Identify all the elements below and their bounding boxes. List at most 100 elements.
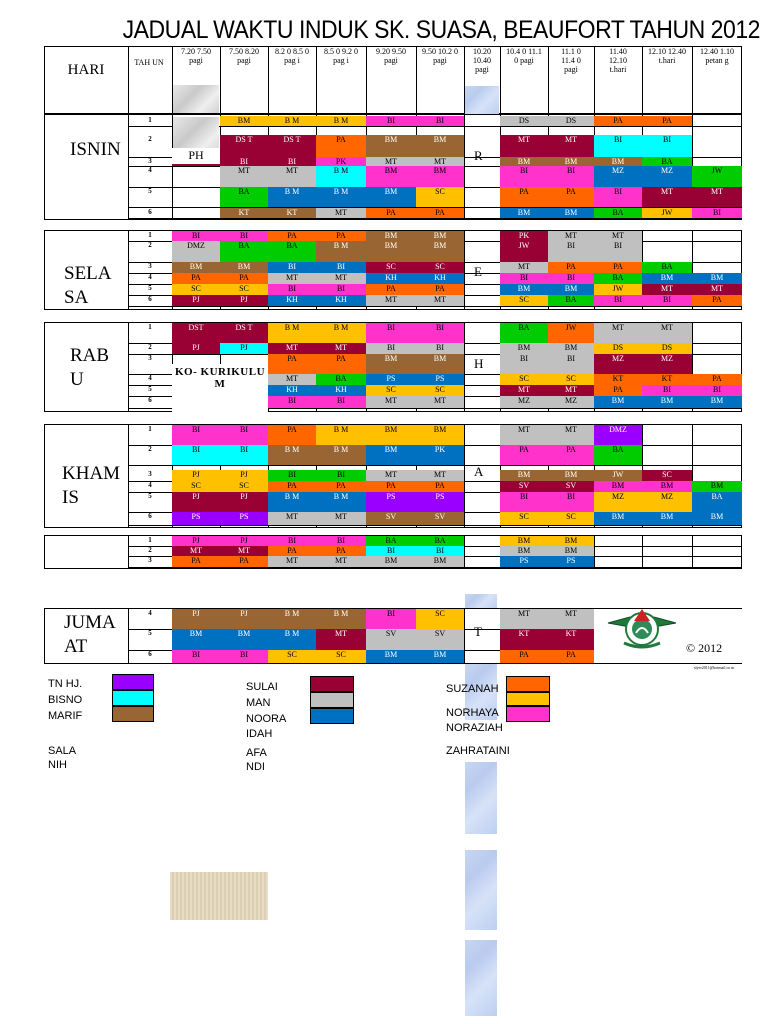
subject-cell: MZ	[594, 354, 642, 374]
subject-cell: MZ	[594, 492, 642, 512]
page-title: JADUAL WAKTU INDUK SK. SUASA, BEAUFORT T…	[122, 16, 761, 44]
subject-cell: BM	[594, 157, 642, 166]
legend-swatch-bisno	[112, 690, 154, 706]
year-label: 4	[148, 273, 152, 281]
legend-swatch-noraziah	[506, 706, 550, 722]
subject-cell: BI	[366, 116, 416, 126]
subject-cell: B M	[316, 609, 366, 629]
column-divider	[594, 46, 595, 114]
subject-cell: MT	[316, 208, 366, 218]
subject-cell: PA	[416, 481, 464, 492]
header-tahun: TAH UN	[134, 58, 164, 67]
subject-cell: BI	[268, 470, 316, 481]
subject-cell: SC	[416, 385, 464, 396]
subject-cell: PA	[548, 187, 594, 207]
subject-cell: BM	[548, 208, 594, 218]
subject-cell: DST	[172, 323, 220, 343]
subject-cell: SC	[172, 481, 220, 492]
subject-cell: PA	[268, 425, 316, 445]
subject-cell: PS	[416, 492, 464, 512]
rabu-block	[44, 322, 742, 412]
subject-cell: BI	[642, 385, 692, 396]
subject-cell: MT	[548, 135, 594, 157]
column-divider	[692, 230, 693, 310]
subject-cell: BA	[316, 374, 366, 385]
subject-cell: PK	[416, 445, 464, 465]
subject-cell: MT	[316, 556, 366, 567]
subject-cell: SC	[366, 385, 416, 396]
column-divider	[692, 322, 693, 412]
subject-cell: PA	[316, 231, 366, 241]
subject-cell: BM	[500, 284, 548, 295]
year-label: 1	[148, 536, 152, 544]
rehat-letter: H	[474, 356, 484, 371]
subject-cell: PA	[316, 481, 366, 492]
subject-cell: SC	[500, 512, 548, 525]
subject-cell: MT	[548, 231, 594, 241]
subject-cell: SC	[548, 374, 594, 385]
subject-cell: BM	[366, 556, 416, 567]
subject-cell: BI	[416, 323, 464, 343]
header-period-7: 10.4 0 11.1 0 pagi	[506, 47, 542, 65]
subject-cell: PA	[268, 546, 316, 556]
rehat-letter: A	[474, 464, 484, 479]
header-period-8: 11.1 0 11.4 0 pagi	[561, 47, 581, 74]
subject-cell: PJ	[220, 343, 268, 354]
subject-cell: BA	[500, 323, 548, 343]
subject-cell: JW	[594, 284, 642, 295]
year-label: 1	[148, 425, 152, 433]
subject-cell: DS T	[268, 135, 316, 157]
subject-cell: PS	[416, 374, 464, 385]
subject-cell: BM	[500, 470, 548, 481]
subject-cell: KT	[642, 374, 692, 385]
subject-cell: PJ	[172, 492, 220, 512]
header-period-1: 7.50 8.20 pagi	[229, 47, 259, 65]
subject-cell: BM	[416, 231, 464, 241]
subject-cell: BM	[416, 425, 464, 445]
subject-cell: PS	[500, 556, 548, 567]
header-texture	[173, 85, 219, 113]
subject-cell: BI	[316, 284, 366, 295]
subject-cell: SC	[416, 262, 464, 273]
subject-cell: BI	[500, 273, 548, 284]
subject-cell: BM	[366, 425, 416, 445]
subject-cell: MT	[268, 273, 316, 284]
subject-cell: BM	[642, 396, 692, 408]
subject-cell: JW	[548, 323, 594, 343]
subject-cell: B M	[268, 629, 316, 650]
subject-cell: BM	[220, 116, 268, 126]
subject-cell: BM	[548, 470, 594, 481]
subject-cell: B M	[316, 445, 366, 465]
legend-swatch-sulaiman	[310, 676, 354, 692]
subject-cell: BI	[172, 231, 220, 241]
subject-cell: PJ	[220, 536, 268, 546]
subject-cell: BI	[548, 241, 594, 262]
subject-cell: MT	[500, 135, 548, 157]
rehat-stripe	[465, 850, 497, 930]
subject-cell: BM	[416, 354, 464, 374]
column-divider	[692, 535, 693, 569]
subject-cell: DS	[642, 343, 692, 354]
subject-cell: BM	[172, 629, 220, 650]
subject-cell: BI	[548, 354, 594, 374]
subject-cell: JW	[642, 208, 692, 218]
subject-cell: BM	[692, 273, 742, 284]
legend-name: SUZANAH	[446, 683, 499, 695]
row-divider	[128, 306, 742, 307]
subject-cell: SV	[548, 481, 594, 492]
subject-cell: MT	[642, 323, 692, 343]
legend-name: ZAHRATAINI	[446, 745, 510, 757]
subject-cell: BI	[268, 536, 316, 546]
subject-cell: BI	[500, 166, 548, 187]
header-period-0: 7.20 7.50 pagi	[181, 47, 211, 65]
subject-cell: SC	[548, 512, 594, 525]
selasa-block	[44, 230, 742, 310]
legend-swatch-nooraidah	[310, 692, 354, 708]
subject-cell: SV	[500, 481, 548, 492]
subject-cell: MT	[548, 425, 594, 445]
subject-cell: PS	[366, 492, 416, 512]
subject-cell: MT	[594, 231, 642, 241]
legend-name: TN HJ.	[48, 678, 83, 690]
copyright-text: © 2012	[686, 641, 723, 655]
subject-cell: BA	[416, 536, 464, 546]
